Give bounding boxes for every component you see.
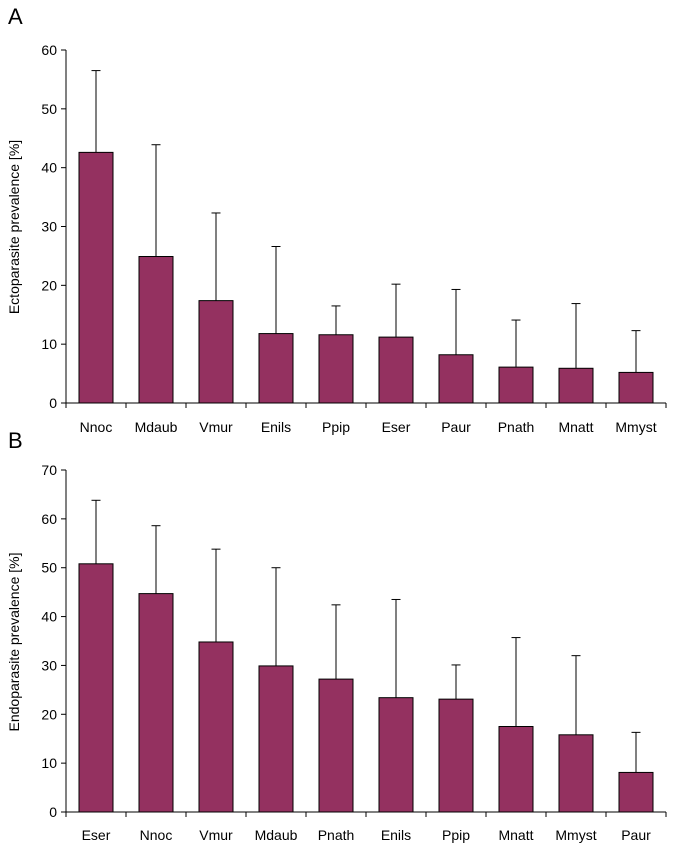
y-tick-label-b: 50 [41,560,57,576]
y-axis-label-a: Ectoparasite prevalence [%] [6,140,22,314]
y-tick-label-a: 60 [41,42,57,58]
bar-a-paur [438,354,474,404]
x-tick-label-b: Mmyst [555,827,596,843]
bar-a-mnatt [558,367,594,404]
bar-a-nnoc [78,151,114,404]
x-tick-label-b: Mdaub [255,827,298,843]
x-tick-label-a: Paur [441,419,471,435]
x-tick-label-a: Enils [261,419,291,435]
y-tick-label-b: 10 [41,755,57,771]
y-tick-label-b: 30 [41,657,57,673]
y-tick-label-b: 60 [41,511,57,527]
bar-b-mmyst [558,734,594,813]
x-tick-label-b: Nnoc [140,827,173,843]
bar-a-mmyst [618,371,654,404]
x-tick-label-b: Paur [621,827,651,843]
x-tick-label-a: Pnath [498,419,535,435]
bar-a-eser [378,336,414,404]
y-tick-label-a: 10 [41,336,57,352]
x-tick-label-a: Vmur [199,419,233,435]
bar-a-vmur [198,300,234,404]
y-tick-label-a: 50 [41,101,57,117]
bar-b-mdaub [258,665,294,813]
x-tick-label-a: Ppip [322,419,350,435]
x-tick-label-a: Mdaub [135,419,178,435]
y-tick-label-b: 0 [49,804,57,820]
bar-b-nnoc [138,593,174,813]
x-tick-label-a: Eser [382,419,411,435]
y-tick-label-a: 20 [41,277,57,293]
x-tick-label-b: Pnath [318,827,355,843]
y-tick-label-b: 40 [41,609,57,625]
chart-panel-b: Endoparasite prevalence [%] 0 10 20 30 40 50 6… [6,462,667,843]
bar-a-mdaub [138,256,174,404]
bar-b-paur [618,771,654,813]
bar-b-mnatt [498,726,534,813]
panel-label-a: A [8,4,23,29]
panel-label-b: B [8,428,23,453]
y-tick-label-a: 40 [41,160,57,176]
bar-a-pnath [498,366,534,404]
x-tick-label-b: Mnatt [498,827,533,843]
bar-b-vmur [198,641,234,813]
y-tick-label-a: 0 [49,395,57,411]
y-axis-label-b: Endoparasite prevalence [%] [6,553,22,732]
bar-b-pnath [318,678,354,813]
y-tick-label-b: 20 [41,706,57,722]
x-tick-label-a: Mmyst [615,419,656,435]
bar-b-eser [78,563,114,813]
bar-a-ppip [318,334,354,404]
bar-b-ppip [438,698,474,813]
chart-panel-a: Ectoparasite prevalence [%] 0 10 20 30 40 50 6… [6,42,667,435]
bar-b-enils [378,697,414,813]
x-tick-label-b: Eser [82,827,111,843]
y-tick-label-a: 30 [41,219,57,235]
x-tick-label-b: Enils [381,827,411,843]
x-tick-label-b: Vmur [199,827,233,843]
bar-a-enils [258,333,294,404]
x-tick-label-a: Nnoc [80,419,113,435]
x-tick-label-a: Mnatt [558,419,593,435]
y-tick-label-b: 70 [41,462,57,478]
x-tick-label-b: Ppip [442,827,470,843]
